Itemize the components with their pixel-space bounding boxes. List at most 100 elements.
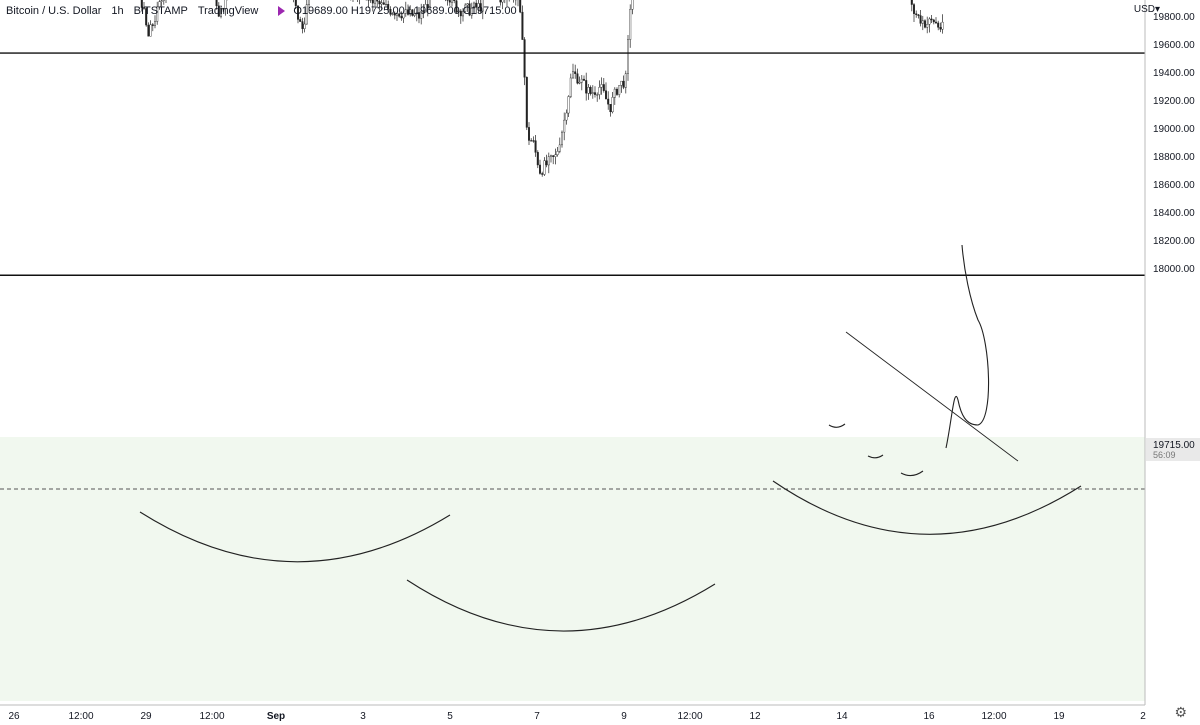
gear-icon[interactable]: ⚙ — [1174, 704, 1187, 720]
candle-body — [411, 9, 414, 16]
candle-body — [481, 0, 484, 12]
candle-body — [941, 21, 944, 30]
candle-body — [602, 84, 605, 91]
candle-body — [222, 8, 225, 10]
x-tick-label: Sep — [267, 711, 285, 722]
candle-body — [299, 19, 302, 22]
candle-body — [569, 77, 572, 97]
arc-drawing-left — [139, 511, 451, 563]
candle-body — [305, 4, 308, 25]
candle-body — [162, 0, 165, 1]
candle-body — [374, 0, 377, 4]
candles-layer — [140, 0, 944, 177]
projection-path-drawing — [945, 244, 990, 449]
candle-body — [550, 155, 553, 157]
candle-body — [631, 0, 634, 10]
x-tick-label: 9 — [621, 711, 627, 722]
candle-body — [600, 84, 603, 88]
candle-body — [609, 104, 612, 113]
y-tick-label: 18200.00 — [1153, 236, 1195, 247]
candle-body — [156, 6, 159, 22]
candle-body — [160, 0, 163, 2]
low-marker-1 — [828, 423, 846, 428]
candle-body — [543, 160, 546, 175]
x-tick-label: 12 — [749, 711, 761, 722]
legend-interval[interactable]: 1h — [111, 5, 124, 17]
candle-body — [594, 92, 597, 95]
candle-body — [583, 78, 586, 81]
candle-body — [935, 21, 938, 24]
candle-body — [308, 0, 311, 5]
candle-body — [142, 7, 145, 9]
candle-body — [915, 13, 918, 15]
candle-body — [578, 82, 581, 84]
candle-body — [561, 131, 564, 146]
candle-body — [521, 11, 524, 40]
candle-body — [459, 10, 462, 17]
currency-label: USD — [1133, 4, 1155, 15]
candle-body — [464, 4, 467, 12]
candle-body — [930, 18, 933, 21]
candle-body — [413, 13, 416, 16]
last-price-label: 19715.00 — [1153, 440, 1195, 451]
candle-body — [422, 11, 425, 13]
candle-body — [140, 0, 143, 8]
candle-body — [404, 9, 407, 14]
candle-body — [572, 71, 575, 79]
x-tick-label: 12:00 — [677, 711, 702, 722]
candle-body — [215, 0, 218, 7]
candle-body — [534, 140, 537, 153]
low-marker-3 — [900, 470, 924, 477]
legend-symbol[interactable]: Bitcoin / U.S. Dollar — [6, 5, 102, 17]
candle-body — [545, 160, 548, 166]
candle-body — [378, 0, 381, 5]
candle-body — [396, 13, 399, 16]
candle-body — [224, 0, 227, 9]
candle-body — [147, 24, 150, 37]
candle-body — [389, 9, 392, 15]
candle-body — [596, 94, 599, 96]
candle-body — [418, 12, 421, 19]
arc-drawing-right — [772, 480, 1082, 535]
candle-body — [453, 0, 456, 1]
candle-body — [391, 13, 394, 15]
candle-body — [618, 85, 621, 95]
candle-body — [158, 1, 161, 8]
candle-body — [921, 20, 924, 24]
time-axis[interactable]: 26 12:00 29 12:00 Sep 3 5 7 9 12:00 12 14 16 12:00 19 2 — [0, 704, 1146, 722]
candle-body — [479, 3, 482, 12]
y-tick-label: 18000.00 — [1153, 264, 1195, 275]
candle-body — [620, 80, 623, 86]
candle-body — [591, 92, 594, 94]
x-tick-label: 3 — [360, 711, 366, 722]
x-tick-label: 7 — [534, 711, 540, 722]
candle-body — [294, 0, 297, 6]
candle-body — [451, 0, 454, 3]
candle-body — [939, 27, 942, 30]
x-tick-label: 5 — [447, 711, 453, 722]
candle-body — [563, 119, 566, 133]
candle-body — [611, 97, 614, 113]
candle-body — [536, 152, 539, 166]
chevron-down-icon: ▾ — [1154, 4, 1160, 15]
arc-drawing-middle — [406, 579, 716, 632]
candle-body — [398, 13, 401, 17]
candle-body — [565, 112, 568, 121]
candle-body — [558, 144, 561, 152]
candle-body — [473, 2, 476, 9]
candle-body — [468, 3, 471, 16]
currency-selector[interactable]: USD▾ — [1134, 4, 1160, 15]
candle-body — [541, 173, 544, 175]
indicator-flag-icon — [278, 6, 286, 16]
candle-body — [303, 23, 306, 29]
candle-body — [598, 87, 601, 95]
price-axis[interactable]: 18000.00 18200.00 18400.00 18600.00 18800.00… — [1144, 0, 1200, 705]
candle-body — [382, 2, 385, 5]
candle-body — [616, 88, 619, 95]
y-tick-label: 19200.00 — [1153, 96, 1195, 107]
y-tick-label: 19800.00 — [1153, 12, 1195, 23]
x-tick-label: 19 — [1053, 711, 1065, 722]
candle-body — [587, 87, 590, 94]
candle-body — [937, 22, 940, 28]
